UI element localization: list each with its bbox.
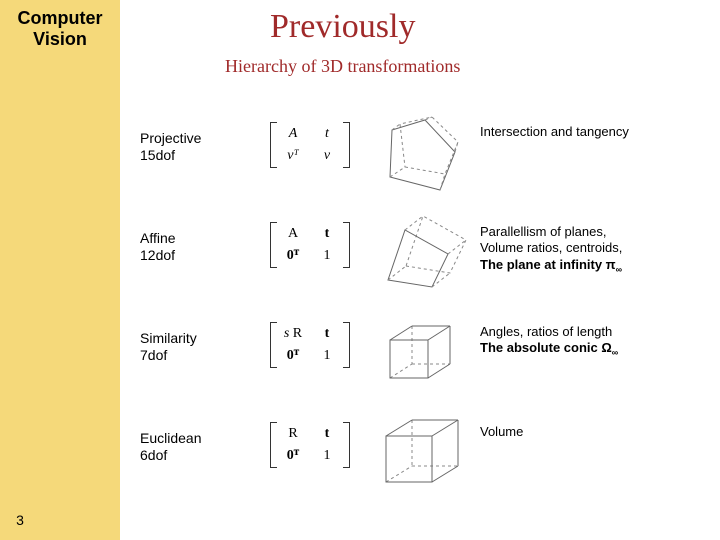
invariants-description: Intersection and tangency: [480, 124, 700, 140]
course-line2: Vision: [33, 29, 87, 49]
invariants-description: Angles, ratios of lengthThe absolute con…: [480, 324, 700, 359]
transformation-matrix: s Rt0ᵀ1: [270, 322, 350, 368]
hierarchy-row: Euclidean6dof Rt0ᵀ1 Volume: [140, 412, 700, 492]
row-label: Euclidean6dof: [140, 430, 240, 464]
geometry-illustration: [370, 412, 470, 492]
geometry-projective: [370, 112, 470, 202]
transformation-matrix: Atvᵀv: [270, 122, 350, 168]
transformation-matrix: Rt0ᵀ1: [270, 422, 350, 468]
row-label: Projective15dof: [140, 130, 240, 164]
geometry-affine: [370, 212, 470, 302]
invariants-description: Parallellism of planes,Volume ratios, ce…: [480, 224, 700, 275]
slide-subtitle: Hierarchy of 3D transformations: [225, 56, 460, 77]
sidebar: [0, 0, 120, 540]
geometry-illustration: [370, 212, 470, 292]
page-number: 3: [0, 512, 40, 528]
hierarchy-row: Projective15dof Atvᵀv Intersection and tan…: [140, 112, 700, 192]
geometry-similarity: [370, 312, 470, 402]
hierarchy-row: Similarity7dof s Rt0ᵀ1 Angles, ratios of l…: [140, 312, 700, 392]
slide-title: Previously: [270, 8, 415, 46]
hierarchy-row: Affine12dof At0ᵀ1 Parallellism of planes,V…: [140, 212, 700, 292]
geometry-illustration: [370, 112, 470, 192]
geometry-euclidean: [370, 412, 470, 502]
row-label: Affine12dof: [140, 230, 240, 264]
transformation-matrix: At0ᵀ1: [270, 222, 350, 268]
row-label: Similarity7dof: [140, 330, 240, 364]
course-label: Computer Vision: [0, 8, 120, 49]
invariants-description: Volume: [480, 424, 700, 440]
course-line1: Computer: [18, 8, 103, 28]
geometry-illustration: [370, 312, 470, 392]
